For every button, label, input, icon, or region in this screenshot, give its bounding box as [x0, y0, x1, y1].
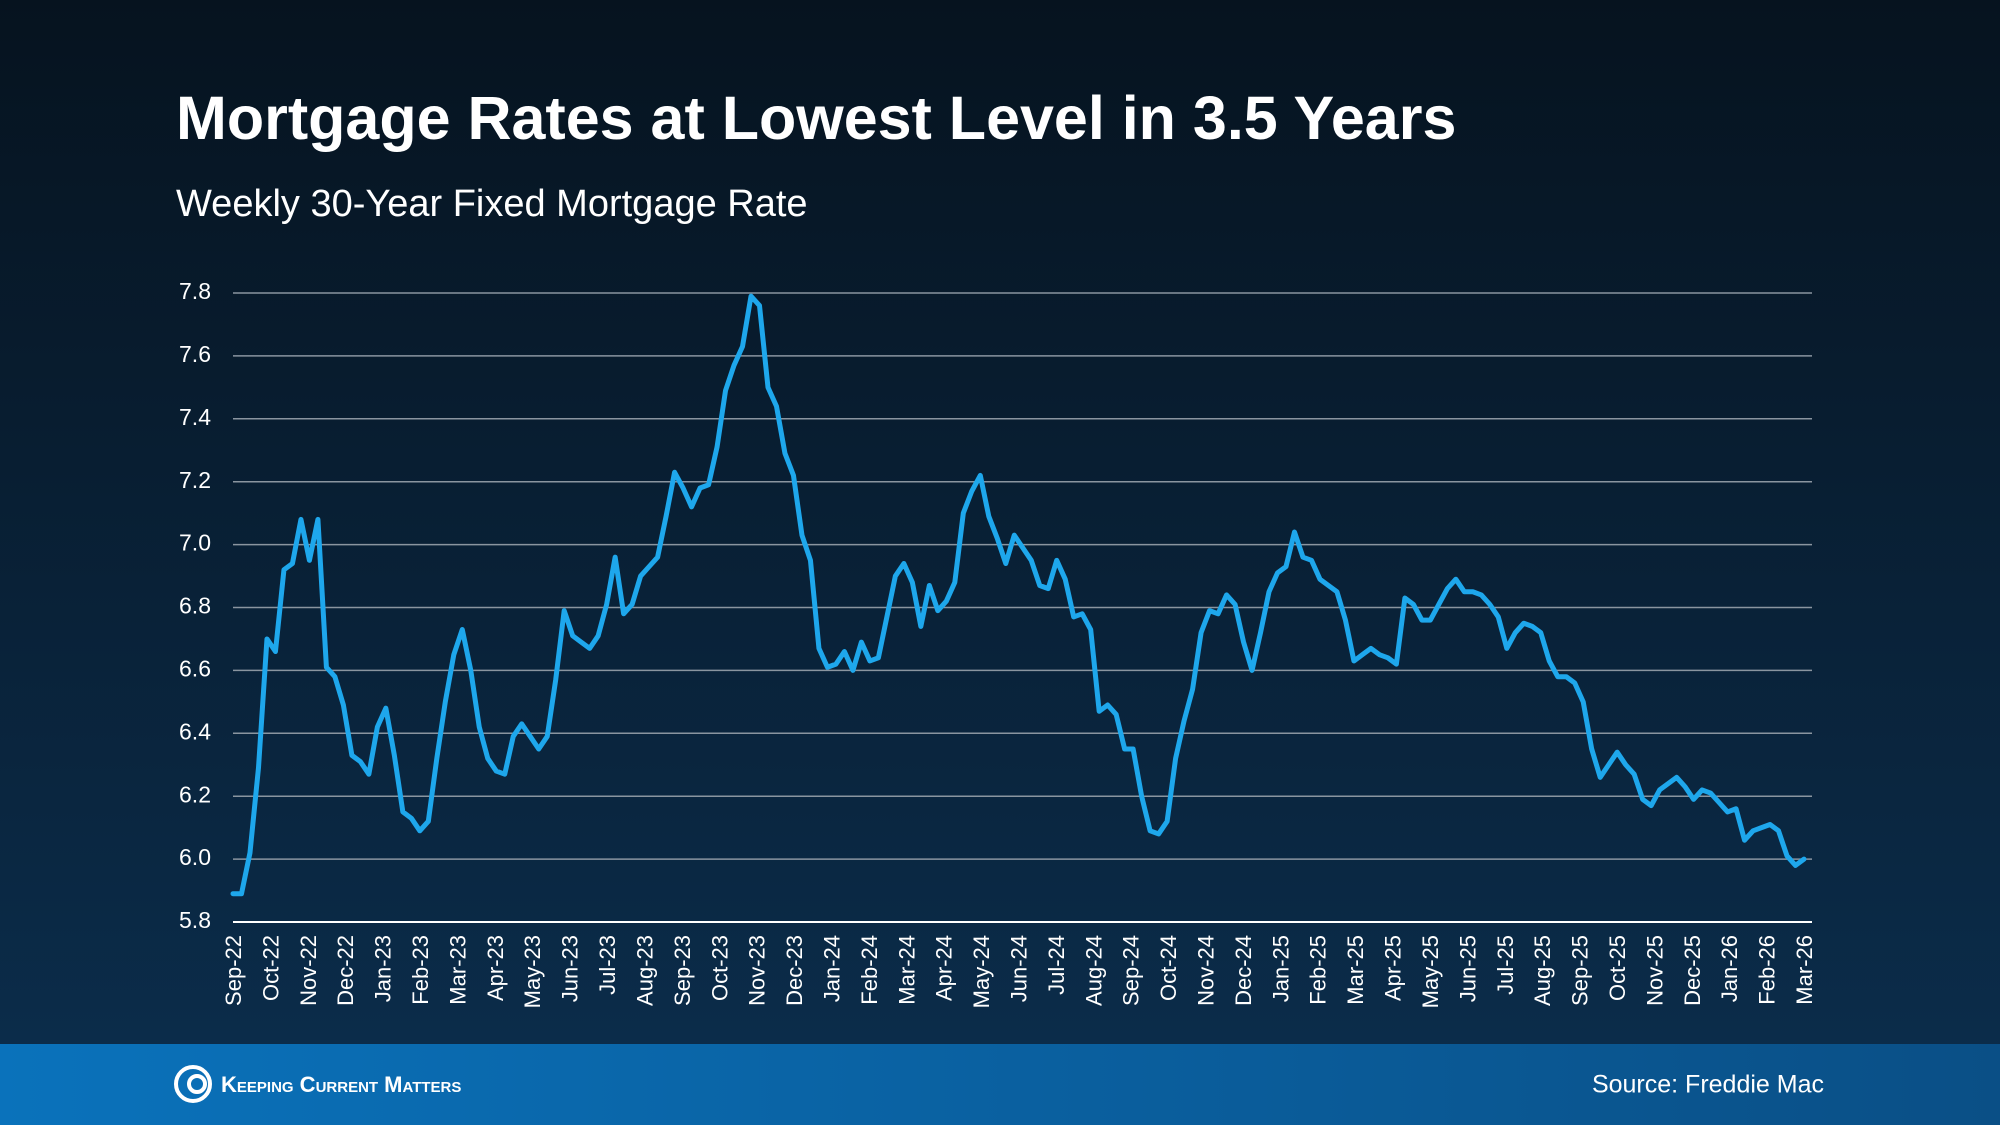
footer-band [0, 1044, 2000, 1125]
x-tick-label: Dec-25 [1680, 935, 1705, 1006]
x-tick-label: Feb-25 [1306, 935, 1331, 1005]
logo-ring [174, 1065, 212, 1103]
x-tick-label: Oct-23 [707, 935, 732, 1001]
x-tick-label: Oct-25 [1605, 935, 1630, 1001]
x-tick-label: Jan-23 [371, 935, 396, 1002]
y-tick-label: 5.8 [179, 907, 211, 933]
x-tick-label: Jun-25 [1455, 935, 1480, 1002]
y-tick-label: 6.0 [179, 844, 211, 870]
x-tick-label: Mar-26 [1792, 935, 1817, 1005]
x-tick-label: Sep-24 [1119, 935, 1144, 1006]
x-tick-label: Apr-25 [1381, 935, 1406, 1001]
x-tick-label: Mar-25 [1343, 935, 1368, 1005]
x-tick-label: May-23 [520, 935, 545, 1008]
background [0, 0, 2000, 1044]
x-tick-label: Mar-24 [894, 935, 919, 1005]
x-tick-label: Dec-24 [1231, 935, 1256, 1006]
x-tick-label: Dec-23 [782, 935, 807, 1006]
y-tick-label: 6.6 [179, 655, 211, 681]
x-tick-label: Jul-25 [1493, 935, 1518, 995]
x-tick-label: Jan-24 [819, 935, 844, 1002]
x-tick-label: Jun-24 [1007, 935, 1032, 1002]
y-tick-label: 7.4 [179, 404, 211, 430]
x-tick-label: May-24 [969, 935, 994, 1008]
x-tick-label: Sep-25 [1568, 935, 1593, 1006]
x-tick-label: Jun-23 [558, 935, 583, 1002]
x-tick-label: Feb-24 [857, 935, 882, 1005]
y-tick-label: 6.4 [179, 718, 211, 744]
x-tick-label: Jan-25 [1268, 935, 1293, 1002]
x-tick-label: Sep-22 [221, 935, 246, 1006]
x-tick-label: Nov-24 [1194, 935, 1219, 1006]
x-tick-label: Apr-23 [483, 935, 508, 1001]
y-tick-label: 7.8 [179, 278, 211, 304]
x-tick-label: Nov-22 [296, 935, 321, 1006]
y-tick-label: 7.6 [179, 341, 211, 367]
source-note: Source: Freddie Mac [1592, 1071, 1824, 1099]
brand-logo [174, 1065, 212, 1103]
brand-name: Keeping Current Matters [221, 1072, 461, 1097]
x-tick-label: Mar-23 [445, 935, 470, 1005]
x-tick-label: Feb-26 [1755, 935, 1780, 1005]
x-tick-label: Jul-24 [1044, 935, 1069, 995]
x-tick-label: Aug-24 [1081, 935, 1106, 1006]
y-tick-label: 7.2 [179, 467, 211, 493]
x-tick-label: Aug-23 [632, 935, 657, 1006]
x-tick-label: Aug-25 [1530, 935, 1555, 1006]
x-tick-label: May-25 [1418, 935, 1443, 1008]
x-tick-label: Jul-23 [595, 935, 620, 995]
x-tick-label: Jan-26 [1717, 935, 1742, 1002]
x-tick-label: Dec-22 [333, 935, 358, 1006]
chart-title: Mortgage Rates at Lowest Level in 3.5 Ye… [176, 84, 1456, 152]
x-tick-label: Apr-24 [932, 935, 957, 1001]
x-tick-label: Feb-23 [408, 935, 433, 1005]
y-tick-label: 6.2 [179, 781, 211, 807]
x-tick-label: Oct-22 [258, 935, 283, 1001]
logo-inner [187, 1074, 207, 1094]
x-tick-label: Nov-25 [1642, 935, 1667, 1006]
x-tick-label: Oct-24 [1156, 935, 1181, 1001]
y-tick-label: 7.0 [179, 530, 211, 556]
x-tick-label: Nov-23 [745, 935, 770, 1006]
rate-line [230, 293, 1807, 897]
x-tick-label: Sep-23 [670, 935, 695, 1006]
chart-subtitle: Weekly 30-Year Fixed Mortgage Rate [176, 183, 808, 225]
y-tick-label: 6.8 [179, 593, 211, 619]
